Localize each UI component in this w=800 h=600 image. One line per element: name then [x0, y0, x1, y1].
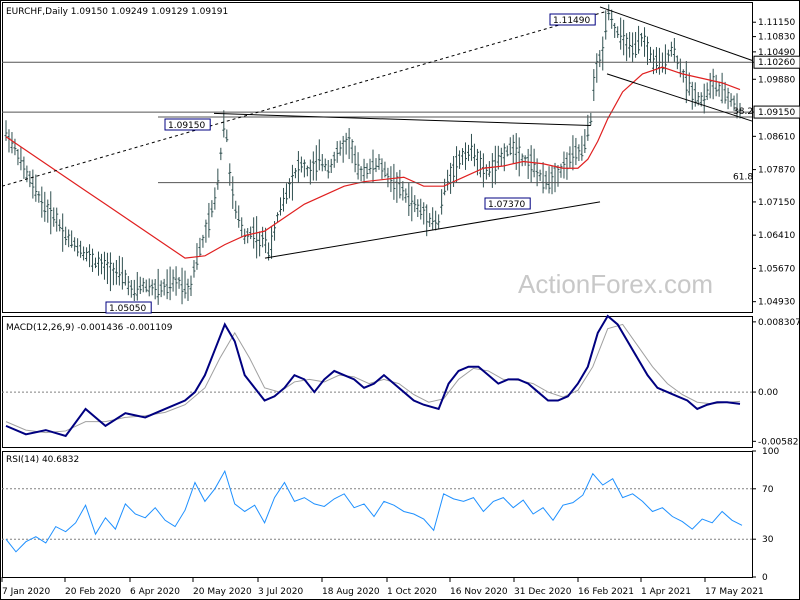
price-tick-label: 1.06410	[758, 231, 795, 241]
price-tag-box	[753, 105, 800, 119]
channel-lower	[606, 73, 753, 122]
macd-line	[5, 314, 741, 438]
annotation-1.07370-label: 1.07370	[488, 200, 525, 210]
macd-panel	[2, 314, 752, 438]
price-tick-label: 1.04930	[758, 298, 795, 308]
price-tick-label: 1.09880	[758, 75, 795, 85]
x-tick-label: 1 Apr 2021	[641, 587, 691, 597]
price-panel: 1.11490 1.09150 1.07370 1.05050 61.8 38.2	[1, 4, 753, 314]
x-tick-label: 16 Feb 2021	[578, 587, 634, 597]
price-tick-label: 1.07150	[758, 198, 795, 208]
annotation-1.07370-box	[484, 197, 531, 210]
macd-signal-line	[5, 323, 741, 434]
macd-frame	[2, 316, 753, 448]
x-axis-labels: 7 Jan 2020 20 Feb 2020 6 Apr 2020 20 May 20…	[1, 577, 764, 597]
trendline-bottom	[264, 201, 601, 259]
rsi-tick-label: 0	[762, 573, 768, 583]
x-tick-label: 18 Aug 2020	[322, 587, 380, 597]
price-tick-label: 1.11150	[758, 18, 795, 28]
annotation-1.05050-box	[105, 301, 152, 314]
watermark-text: ActionForex.com	[518, 269, 713, 299]
rsi-panel	[2, 469, 752, 553]
x-tick-label: 7 Jan 2020	[2, 587, 50, 597]
macd-tick-label: 0.008307	[758, 318, 800, 328]
x-tick-label: 31 Dec 2020	[514, 587, 572, 597]
annotation-1.11490-label: 1.11490	[553, 16, 590, 26]
macd-panel-title: MACD(12,26,9) -0.001436 -0.001109	[6, 323, 173, 333]
rsi-line	[5, 469, 743, 553]
price-tick-label: 1.10260	[758, 58, 795, 68]
macd-tick-label: 0.00	[758, 388, 778, 398]
price-tick-label: 1.09150	[758, 108, 795, 118]
price-panel-title: EURCHF,Daily 1.09150 1.09249 1.09129 1.0…	[6, 7, 228, 17]
rsi-tick-label: 100	[762, 447, 779, 457]
price-tick-label: 1.10490	[758, 48, 795, 58]
channel-upper	[599, 6, 753, 61]
price-frame	[2, 2, 753, 313]
rsi-tick-label: 30	[762, 535, 774, 545]
fib-382-label: 38.2	[733, 107, 753, 117]
macd-tick-label: -0.005828	[758, 437, 800, 447]
x-tick-label: 3 Jul 2020	[258, 587, 303, 597]
x-tick-label: 20 Feb 2020	[65, 587, 121, 597]
x-tick-label: 6 Apr 2020	[130, 587, 180, 597]
price-tick-label: 1.07870	[758, 166, 795, 176]
annotation-1.09150-label: 1.09150	[168, 121, 205, 131]
rsi-panel-title: RSI(14) 40.6832	[6, 455, 79, 465]
x-tick-label: 17 May 2021	[705, 587, 764, 597]
price-tick-label: 1.05670	[758, 264, 795, 274]
price-tag-box	[753, 55, 800, 69]
x-tick-label: 20 May 2020	[193, 587, 252, 597]
x-tick-label: 16 Nov 2020	[450, 587, 508, 597]
annotation-1.09150-box	[164, 118, 211, 131]
annotation-1.11490-box	[549, 13, 596, 26]
price-tick-label: 1.10830	[758, 33, 795, 43]
fib-618-label: 61.8	[733, 173, 753, 183]
rsi-tick-label: 70	[762, 485, 774, 495]
trendline-top	[213, 112, 591, 127]
price-tick-label: 1.08610	[758, 132, 795, 142]
x-tick-label: 1 Oct 2020	[387, 587, 437, 597]
sma-line	[5, 66, 741, 259]
annotation-1.05050-label: 1.05050	[109, 304, 146, 314]
rsi-frame	[2, 451, 753, 578]
